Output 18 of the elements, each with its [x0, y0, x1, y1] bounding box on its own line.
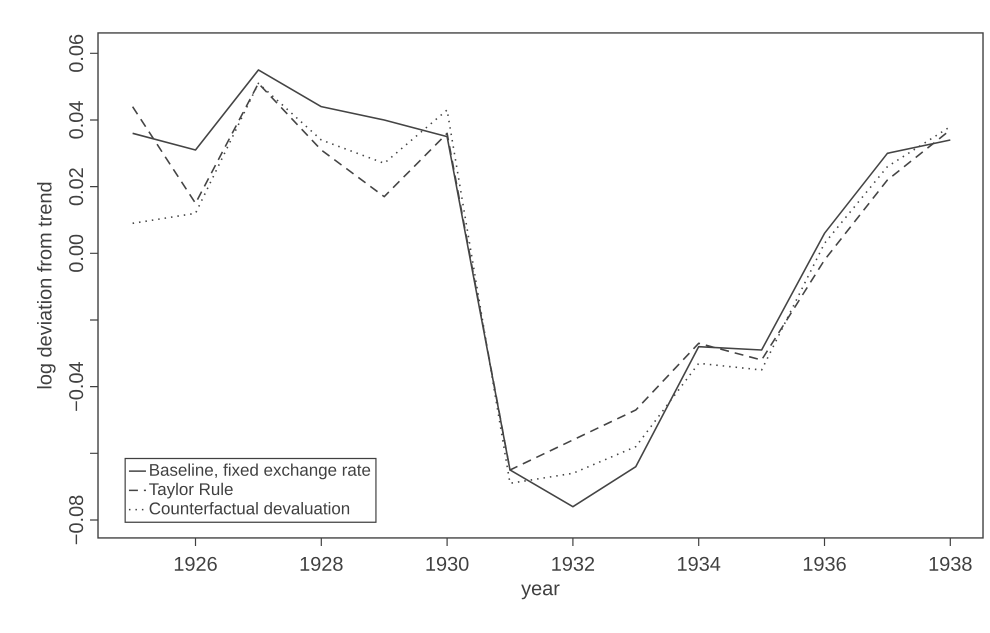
legend-label: Counterfactual devaluation [150, 502, 350, 514]
y-axis-title: log deviation from trend [37, 182, 56, 388]
x-tick-label: 1926 [174, 556, 217, 571]
y-tick-label: 0.04 [69, 101, 84, 139]
legend-label: Baseline, fixed exchange rate [150, 464, 370, 480]
x-tick-label: 1934 [678, 556, 720, 571]
y-tick-label: 0.02 [69, 168, 84, 206]
x-tick-label: 1938 [930, 556, 972, 571]
x-tick-label: 1932 [552, 556, 594, 571]
y-tick-label: −0.04 [69, 362, 84, 411]
x-tick-label: 1928 [300, 556, 343, 571]
y-tick-label: 0.00 [69, 234, 84, 272]
legend-label: Taylor Rule [149, 482, 233, 499]
y-tick-label: 0.06 [69, 34, 84, 72]
x-tick-label: 1930 [426, 556, 468, 571]
x-tick-label: 1936 [804, 556, 846, 571]
x-axis-title: year [521, 584, 560, 600]
y-tick-label: −0.08 [69, 496, 84, 544]
